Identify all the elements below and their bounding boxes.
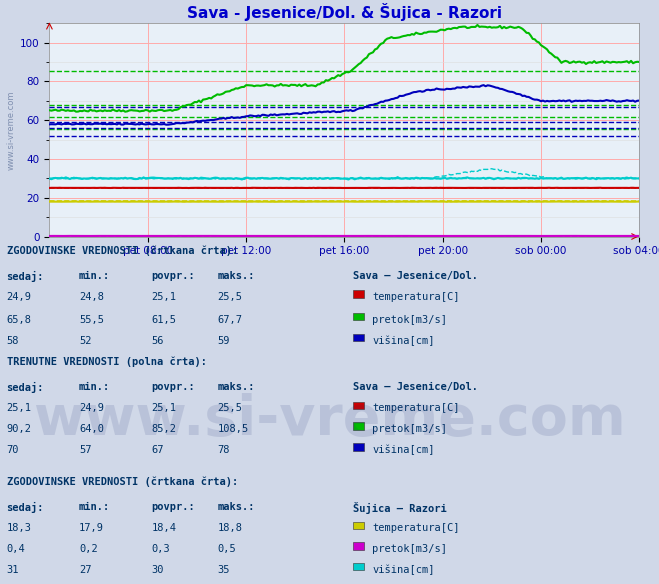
Text: sedaj:: sedaj: (7, 272, 44, 282)
Bar (353, 543, 364, 550)
Text: 18,3: 18,3 (7, 523, 32, 533)
Text: 35: 35 (217, 565, 230, 575)
Bar (353, 313, 364, 320)
Text: 25,5: 25,5 (217, 404, 243, 413)
Text: 25,5: 25,5 (217, 292, 243, 302)
Text: temperatura[C]: temperatura[C] (372, 523, 460, 533)
Text: 24,8: 24,8 (79, 292, 104, 302)
Bar (353, 522, 364, 529)
Text: 70: 70 (7, 445, 19, 455)
Text: 55,5: 55,5 (79, 315, 104, 325)
Text: Sava – Jesenice/Dol.: Sava – Jesenice/Dol. (353, 383, 478, 392)
Bar (353, 402, 364, 409)
Text: Šujica – Razori: Šujica – Razori (353, 502, 446, 515)
Text: 57: 57 (79, 445, 92, 455)
Text: 0,5: 0,5 (217, 544, 236, 554)
Text: 0,3: 0,3 (152, 544, 170, 554)
Bar (353, 443, 364, 451)
Text: 17,9: 17,9 (79, 523, 104, 533)
Text: višina[cm]: višina[cm] (372, 565, 435, 575)
Text: temperatura[C]: temperatura[C] (372, 292, 460, 302)
Text: 78: 78 (217, 445, 230, 455)
Text: maks.:: maks.: (217, 502, 255, 512)
Text: temperatura[C]: temperatura[C] (372, 404, 460, 413)
Text: min.:: min.: (79, 502, 110, 512)
Text: 24,9: 24,9 (79, 404, 104, 413)
Text: povpr.:: povpr.: (152, 272, 195, 281)
Text: ZGODOVINSKE VREDNOSTI (črtkana črta):: ZGODOVINSKE VREDNOSTI (črtkana črta): (7, 245, 238, 256)
Text: 67,7: 67,7 (217, 315, 243, 325)
Text: 64,0: 64,0 (79, 424, 104, 434)
Text: www.si-vreme.com: www.si-vreme.com (33, 394, 626, 447)
Text: sedaj:: sedaj: (7, 502, 44, 513)
Bar (353, 422, 364, 430)
Text: 27: 27 (79, 565, 92, 575)
Bar (353, 334, 364, 341)
Bar (353, 563, 364, 571)
Text: ZGODOVINSKE VREDNOSTI (črtkana črta):: ZGODOVINSKE VREDNOSTI (črtkana črta): (7, 477, 238, 487)
Text: 25,1: 25,1 (152, 404, 177, 413)
Text: min.:: min.: (79, 383, 110, 392)
Text: 61,5: 61,5 (152, 315, 177, 325)
Text: 58: 58 (7, 336, 19, 346)
Text: 0,2: 0,2 (79, 544, 98, 554)
Text: 65,8: 65,8 (7, 315, 32, 325)
Text: sedaj:: sedaj: (7, 383, 44, 394)
Text: pretok[m3/s]: pretok[m3/s] (372, 544, 447, 554)
Text: pretok[m3/s]: pretok[m3/s] (372, 424, 447, 434)
Text: 18,8: 18,8 (217, 523, 243, 533)
Text: 108,5: 108,5 (217, 424, 248, 434)
Text: povpr.:: povpr.: (152, 383, 195, 392)
Bar (353, 290, 364, 298)
Text: www.si-vreme.com: www.si-vreme.com (7, 90, 16, 170)
Text: min.:: min.: (79, 272, 110, 281)
Text: 85,2: 85,2 (152, 424, 177, 434)
Text: 59: 59 (217, 336, 230, 346)
Text: 67: 67 (152, 445, 164, 455)
Text: povpr.:: povpr.: (152, 502, 195, 512)
Text: 52: 52 (79, 336, 92, 346)
Text: 56: 56 (152, 336, 164, 346)
Text: TRENUTNE VREDNOSTI (polna črta):: TRENUTNE VREDNOSTI (polna črta): (7, 356, 206, 367)
Text: maks.:: maks.: (217, 272, 255, 281)
Title: Sava - Jesenice/Dol. & Šujica - Razori: Sava - Jesenice/Dol. & Šujica - Razori (187, 3, 501, 21)
Text: 31: 31 (7, 565, 19, 575)
Text: maks.:: maks.: (217, 383, 255, 392)
Text: 25,1: 25,1 (152, 292, 177, 302)
Text: pretok[m3/s]: pretok[m3/s] (372, 315, 447, 325)
Text: 30: 30 (152, 565, 164, 575)
Text: višina[cm]: višina[cm] (372, 336, 435, 346)
Text: višina[cm]: višina[cm] (372, 445, 435, 456)
Text: 90,2: 90,2 (7, 424, 32, 434)
Text: 18,4: 18,4 (152, 523, 177, 533)
Text: 25,1: 25,1 (7, 404, 32, 413)
Text: 0,4: 0,4 (7, 544, 25, 554)
Text: Sava – Jesenice/Dol.: Sava – Jesenice/Dol. (353, 272, 478, 281)
Text: 24,9: 24,9 (7, 292, 32, 302)
